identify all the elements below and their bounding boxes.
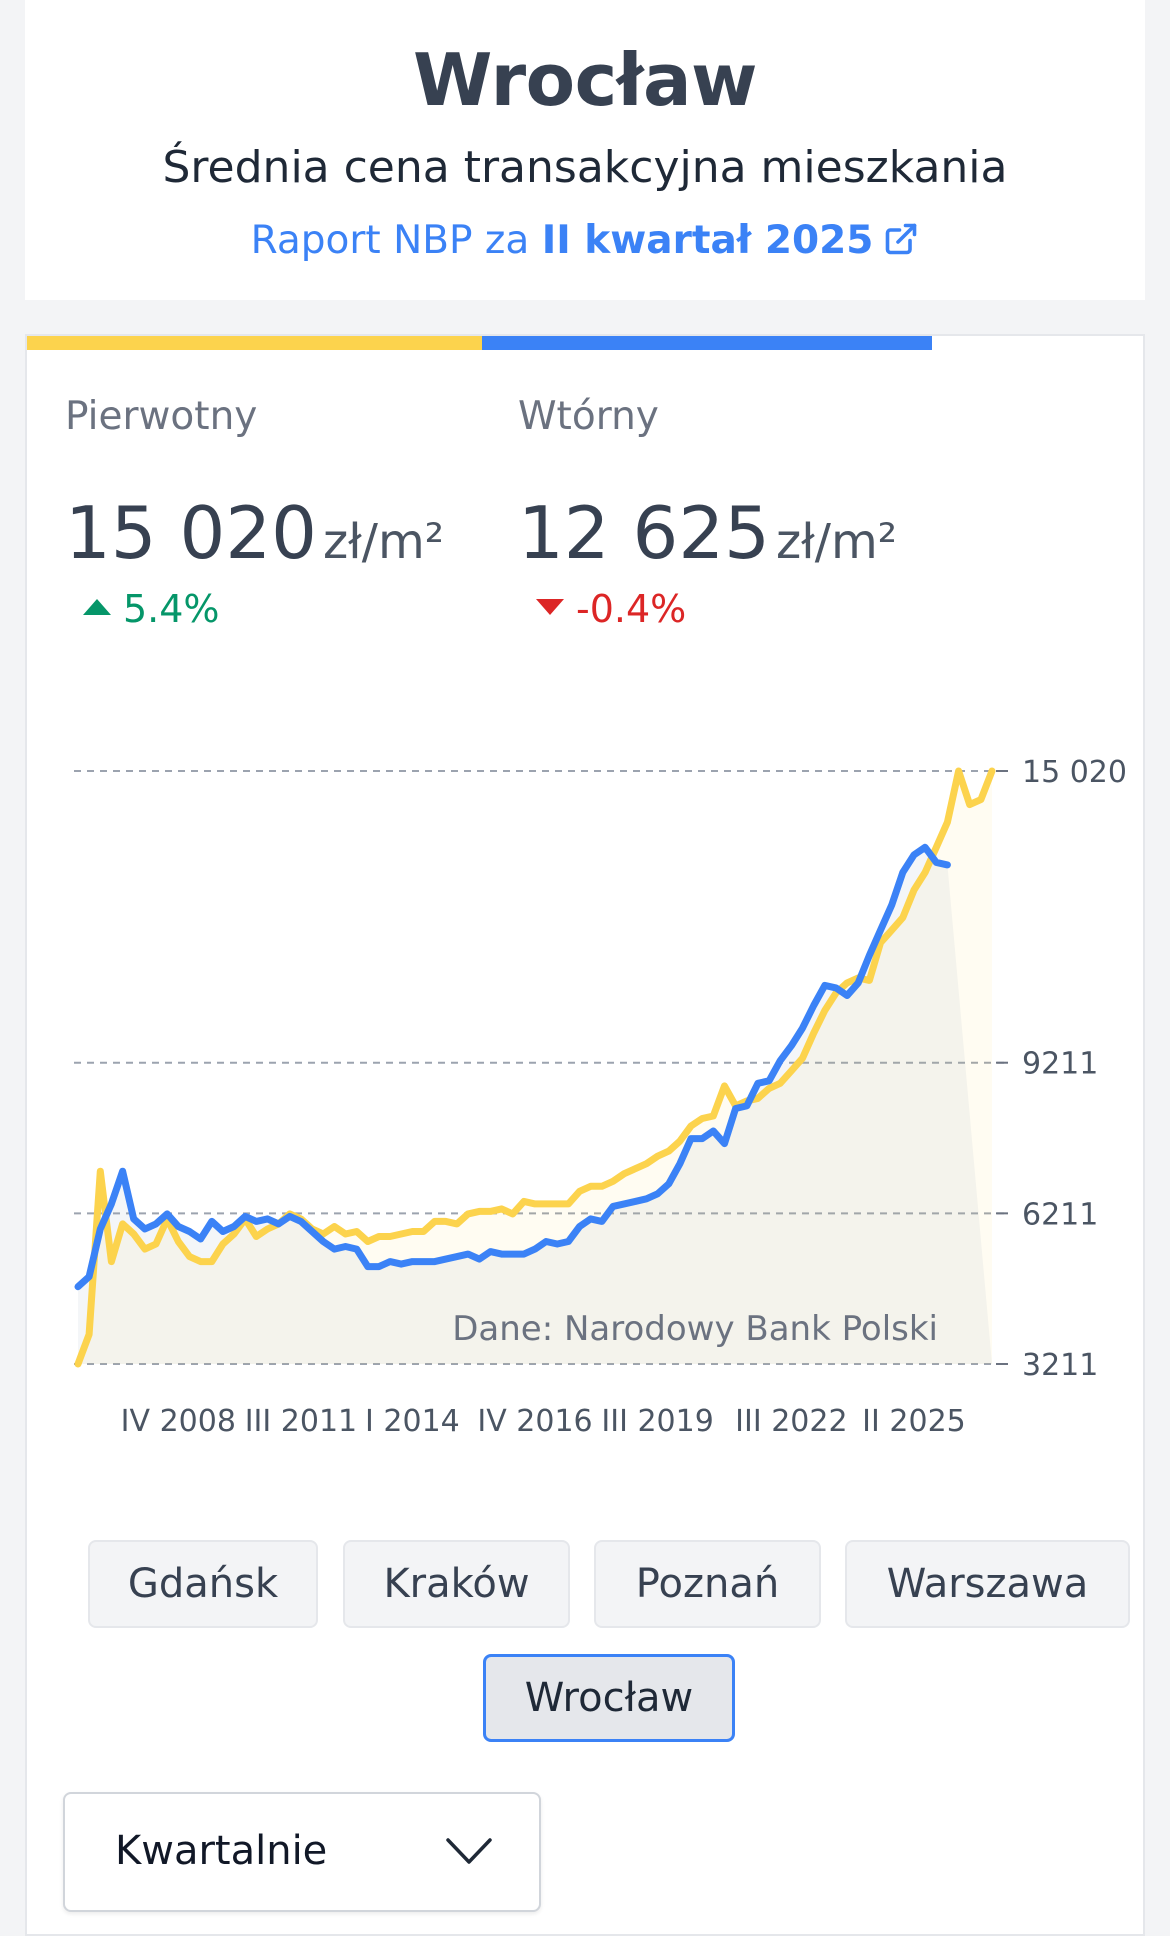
chart-lines [74,767,996,1368]
primary-stat-value: 15 020 zł/m² [65,491,444,575]
city-button-wroclaw[interactable]: Wrocław [483,1654,735,1742]
report-link-period: II kwartał 2025 [541,218,874,263]
header-card: Wrocław Średnia cena transakcyjna mieszk… [25,0,1145,300]
y-tick-label: 9211 [1022,1047,1098,1082]
secondary-change-value: -0.4% [576,587,687,631]
chevron-down-icon [446,1838,492,1864]
chart-x-ticks: IV 2008 III 2011 I 2014 IV 2016 III 2019 III … [121,1404,966,1439]
x-tick-label: II 2025 [862,1404,966,1439]
secondary-price: 12 625 [518,491,770,575]
x-tick-label: III 2011 [245,1404,357,1439]
arrow-up-icon [83,599,111,615]
primary-color-bar [27,336,482,350]
primary-price-unit: zł/m² [322,514,444,570]
external-link-icon [886,223,917,255]
report-link-prefix: Raport NBP za [250,218,542,263]
report-link[interactable]: Raport NBP za II kwartał 2025 [25,218,1145,263]
arrow-down-icon [536,599,564,615]
primary-change: 5.4% [65,587,444,631]
period-select[interactable]: Kwartalnie [63,1792,541,1912]
y-tick-label: 6211 [1022,1197,1098,1232]
primary-stat: Pierwotny 15 020 zł/m² 5.4% [65,394,444,631]
secondary-series-line [74,843,951,1291]
y-tick-label: 15 020 [1022,755,1127,790]
city-button-warszawa[interactable]: Warszawa [845,1540,1130,1628]
city-button-poznan[interactable]: Poznań [594,1540,821,1628]
secondary-stat-value: 12 625 zł/m² [518,491,897,575]
secondary-price-unit: zł/m² [775,514,897,570]
secondary-change: -0.4% [518,587,897,631]
secondary-stat-label: Wtórny [518,394,659,439]
secondary-stat: Wtórny 12 625 zł/m² -0.4% [518,394,897,631]
chart-source-note: Dane: Narodowy Bank Polski [452,1309,938,1349]
primary-series-area [78,771,992,1364]
secondary-series-area [78,847,992,1364]
chart-areas [78,771,992,1364]
primary-change-value: 5.4% [123,587,220,631]
x-tick-label: III 2022 [735,1404,847,1439]
primary-stat-label: Pierwotny [65,394,258,439]
y-tick-label: 3211 [1022,1348,1098,1383]
x-tick-label: III 2019 [601,1404,713,1439]
price-chart: Dane: Narodowy Bank Polski 15 020 9211 621… [74,755,1127,1439]
x-tick-label: IV 2016 [477,1404,592,1439]
city-button-gdansk[interactable]: Gdańsk [88,1540,318,1628]
secondary-color-bar [482,336,932,350]
page-subtitle: Średnia cena transakcyjna mieszkania [162,142,1008,193]
period-select-value: Kwartalnie [115,1828,328,1874]
city-button-krakow[interactable]: Kraków [343,1540,570,1628]
chart-y-ticks: 15 020 9211 6211 3211 [996,755,1127,1383]
x-tick-label: IV 2008 [121,1404,236,1439]
x-tick-label: I 2014 [365,1404,460,1439]
page-title: Wrocław [412,38,758,122]
primary-price: 15 020 [65,491,317,575]
